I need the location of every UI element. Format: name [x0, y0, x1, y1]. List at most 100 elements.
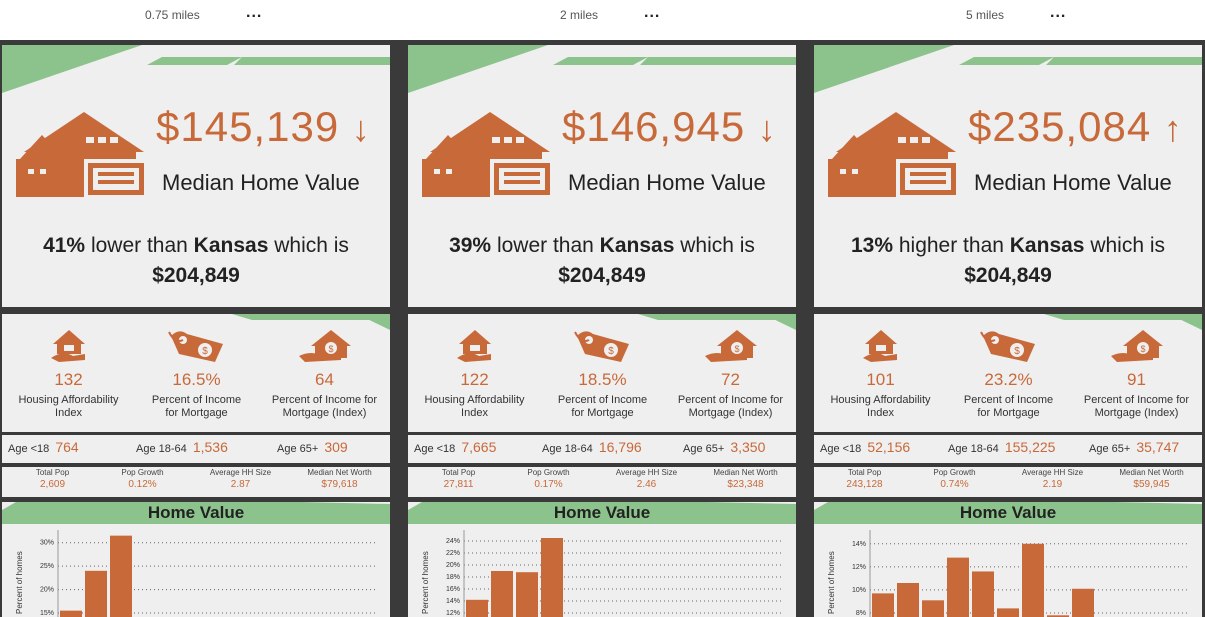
house-hand-icon — [50, 330, 85, 362]
pop-growth-value: 0.12% — [128, 479, 157, 490]
home-value-bar[interactable] — [85, 570, 107, 617]
avg-hh-size-label: Average HH Size — [615, 468, 678, 477]
green-strip-decoration — [638, 314, 796, 330]
house-dollar-hand-icon: $ — [1110, 330, 1163, 362]
home-value-bar[interactable] — [872, 593, 894, 617]
home-value-chart-card: Home Value Percent of homes 8% 10% 12% 14% — [814, 502, 1202, 617]
mortgage-index-label-1: Percent of Income for — [677, 394, 784, 406]
percent-income-label-1: Percent of Income — [963, 394, 1054, 406]
population-stats-card: Total Pop 27,811 Pop Growth 0.17% Averag… — [408, 467, 796, 497]
median-net-worth: Median Net Worth $79,618 — [291, 468, 388, 490]
home-value-bar[interactable] — [947, 557, 969, 617]
more-menu-2[interactable]: ... — [644, 4, 661, 21]
mortgage-index-label-1: Percent of Income for — [1083, 394, 1190, 406]
more-menu-1[interactable]: ... — [246, 4, 263, 21]
median-home-value: $235,084 — [968, 103, 1164, 150]
home-value-bar-chart: Percent of homes 12% 14% 16% 18% 20% 22% 24% — [421, 530, 784, 617]
age-18-64-value: 1,536 — [192, 439, 228, 455]
comparison-direction: lower than — [90, 234, 194, 257]
age-breakdown-card: Age <18 764 Age 18-64 1,536 Age 65+ 309 — [2, 435, 390, 463]
home-value-bar[interactable] — [466, 599, 488, 617]
age-65-plus-label: Age 65+ — [683, 443, 728, 455]
infographic-panel: $145,139 ↓ Median Home Value 41% lower t… — [0, 40, 1205, 617]
mortgage-index-label-2: Mortgage (Index) — [1094, 407, 1179, 419]
home-value-bar[interactable] — [922, 600, 944, 617]
median-net-worth-value: $59,945 — [1133, 479, 1170, 490]
total-pop-value: 2,609 — [39, 479, 66, 490]
age-18-64: Age 18-64 1,536 — [136, 439, 228, 455]
total-pop-value: 243,128 — [846, 479, 883, 490]
home-value-bar[interactable] — [1047, 615, 1069, 617]
home-value-chart-card: Home Value Percent of homes 12% 14% 16% 18% 2… — [408, 502, 796, 617]
trend-arrow-icon: ↓ — [757, 108, 777, 149]
age-under-18-value: 764 — [55, 439, 79, 455]
svg-text:$: $ — [328, 344, 333, 354]
comparison-percent: 39% — [449, 234, 497, 257]
home-value-bar[interactable] — [1022, 543, 1044, 617]
median-home-value-label: Median Home Value — [568, 170, 766, 195]
home-value-bar-chart: Percent of homes 15% 20% 25% 30% — [15, 530, 378, 617]
home-value-bar[interactable] — [1072, 588, 1094, 617]
state-comparison: 13% higher than Kansas which is $204,849 — [814, 231, 1202, 291]
pop-growth-label: Pop Growth — [121, 468, 164, 477]
home-value-bar[interactable] — [491, 571, 513, 617]
home-value-card: $145,139 ↓ Median Home Value 41% lower t… — [2, 45, 390, 307]
svg-text:$: $ — [1140, 344, 1145, 354]
percent-income-mortgage: $ 18.5% Percent of Income for Mortgage — [538, 314, 667, 420]
comparison-percent: 13% — [850, 234, 899, 257]
svg-text:$: $ — [734, 344, 739, 354]
percent-income-label-2: for Mortgage — [165, 407, 228, 419]
affordability-label-2: Index — [55, 407, 82, 419]
age-18-64: Age 18-64 155,225 — [948, 439, 1055, 455]
more-menu-3[interactable]: ... — [1050, 4, 1067, 21]
green-title-band-decoration — [408, 502, 796, 524]
home-value-bar[interactable] — [516, 572, 538, 617]
total-pop: Total Pop 2,609 — [4, 468, 101, 490]
comparison-state: Kansas — [193, 234, 275, 257]
y-tick-label: 15% — [40, 610, 54, 617]
median-home-value: $146,945 — [562, 103, 758, 150]
y-tick-label: 20% — [446, 562, 460, 569]
home-value-bar[interactable] — [897, 583, 919, 617]
svg-text:$: $ — [608, 346, 614, 357]
median-home-value-label: Median Home Value — [162, 170, 360, 195]
green-banner-decoration — [2, 45, 390, 93]
y-tick-label: 12% — [446, 610, 460, 617]
percent-income-label-1: Percent of Income — [151, 394, 242, 406]
pop-growth-value: 0.17% — [534, 479, 563, 490]
population-stats-card: Total Pop 243,128 Pop Growth 0.74% Avera… — [814, 467, 1202, 497]
chart-title: Home Value — [553, 503, 651, 522]
total-pop: Total Pop 27,811 — [410, 468, 507, 490]
avg-hh-size-value: 2.19 — [1042, 479, 1063, 490]
home-value-bar[interactable] — [997, 608, 1019, 617]
home-value-bar[interactable] — [541, 538, 563, 617]
age-65-plus-value: 309 — [324, 439, 348, 455]
ring-column-1: $145,139 ↓ Median Home Value 41% lower t… — [2, 40, 392, 617]
home-value-bar[interactable] — [972, 571, 994, 617]
home-value-bar[interactable] — [60, 610, 82, 617]
mortgage-index-label-2: Mortgage (Index) — [688, 407, 773, 419]
mortgage-index-value: 64 — [315, 370, 334, 389]
affordability-index: 122 Housing Affordability Index — [410, 314, 539, 420]
age-18-64-label: Age 18-64 — [948, 443, 1002, 455]
affordability-label-1: Housing Affordability — [18, 394, 119, 406]
state-median-value: $204,849 — [152, 264, 240, 287]
y-tick-label: 18% — [446, 574, 460, 581]
comparison-state: Kansas — [599, 234, 681, 257]
trend-arrow-icon: ↑ — [1163, 108, 1183, 149]
age-under-18-label: Age <18 — [820, 443, 865, 455]
green-strip-decoration — [232, 314, 390, 330]
ring-column-2: $146,945 ↓ Median Home Value 39% lower t… — [408, 40, 798, 617]
home-value-bar[interactable] — [110, 535, 132, 617]
green-banner-decoration — [408, 45, 796, 93]
mortgage-index: $ 91 Percent of Income for Mortgage (Ind… — [1072, 314, 1201, 420]
trend-arrow-icon: ↓ — [351, 108, 371, 149]
state-comparison: 39% lower than Kansas which is $204,849 — [408, 231, 796, 291]
comparison-state: Kansas — [1009, 234, 1091, 257]
y-tick-label: 16% — [446, 586, 460, 593]
state-median-value: $204,849 — [964, 264, 1052, 287]
age-65-plus-value: 35,747 — [1136, 439, 1180, 455]
home-value-card: $146,945 ↓ Median Home Value 39% lower t… — [408, 45, 796, 307]
price-tag-icon: $ — [573, 331, 629, 362]
ring-label-1: 0.75 miles — [145, 8, 200, 22]
